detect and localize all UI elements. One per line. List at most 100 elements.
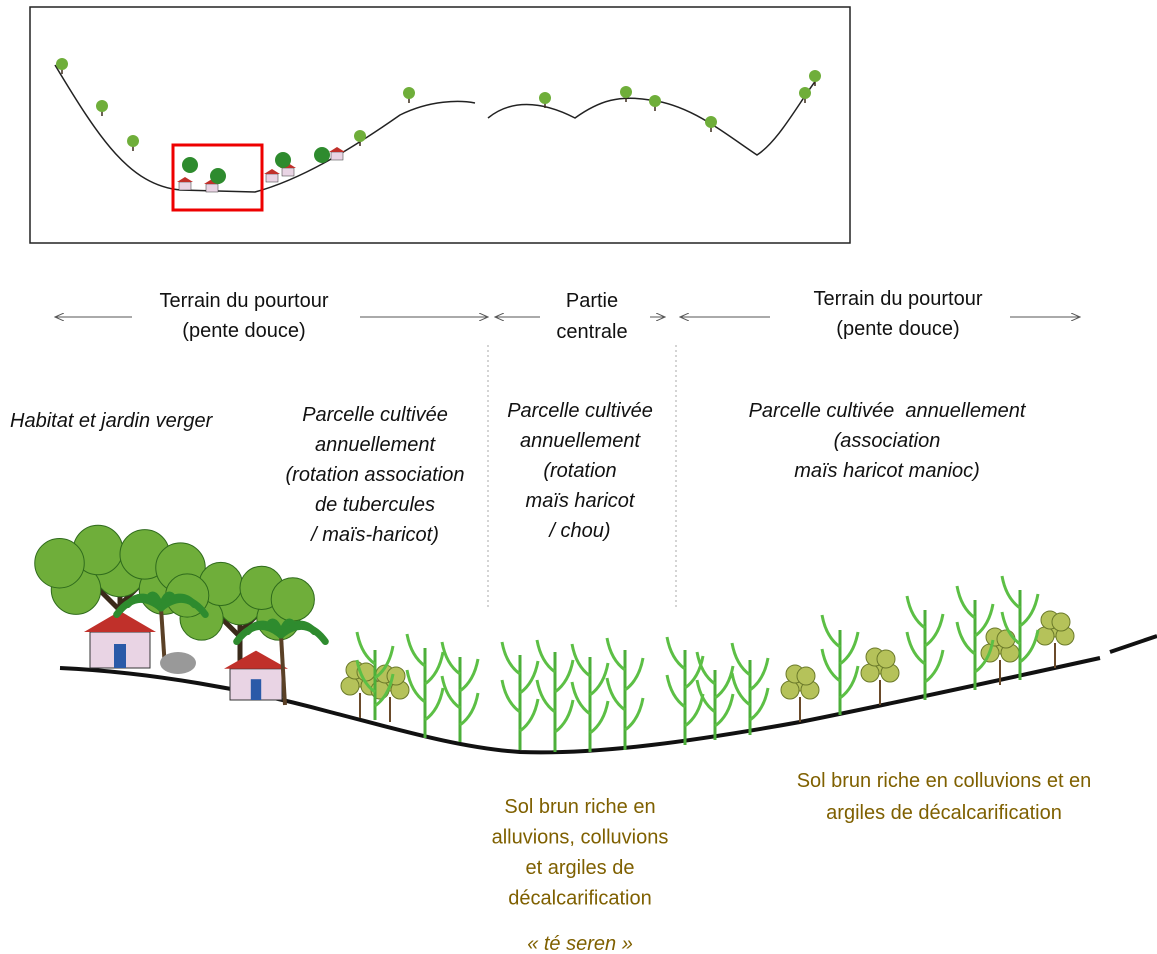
bush-leaves <box>1035 626 1055 646</box>
corn-leaf <box>405 669 426 704</box>
corn-leaf <box>374 645 395 680</box>
soil-label: décalcarification <box>508 888 651 910</box>
soil-label: argiles de décalcarification <box>826 802 1062 824</box>
land-use: / chou) <box>547 520 610 542</box>
land-use: Habitat et jardin verger <box>10 410 214 432</box>
mini-house <box>265 173 279 183</box>
door <box>250 679 262 700</box>
corn-leaf <box>820 648 841 683</box>
land-use: annuellement <box>315 434 437 456</box>
corn-leaf <box>665 636 686 671</box>
mini-tree <box>127 135 139 147</box>
zone-label: Terrain du pourtour <box>160 290 329 312</box>
mini-palm <box>210 168 226 184</box>
corn-leaf <box>355 631 376 666</box>
dividers <box>487 345 677 610</box>
mini-tree <box>620 86 632 98</box>
mini-roof <box>329 147 345 152</box>
corn-leaf <box>424 651 445 686</box>
bush-leaves <box>876 649 896 669</box>
corn-leaf <box>955 585 976 620</box>
corn-leaf <box>424 687 445 722</box>
mini-tree <box>354 130 366 142</box>
door <box>114 644 126 668</box>
tree-leaves <box>34 537 85 589</box>
land-use: Parcelle cultivée <box>507 400 653 422</box>
corn-leaf <box>695 651 716 686</box>
corn-leaf <box>820 614 841 649</box>
corn-leaf <box>500 679 521 714</box>
corn-leaf <box>924 613 945 648</box>
corn-leaf <box>554 659 575 694</box>
tree-leaves <box>270 577 315 622</box>
mini-house <box>178 181 192 191</box>
land-use: (rotation <box>543 460 616 482</box>
corn-leaf <box>749 657 770 692</box>
corn-leaf <box>749 687 770 722</box>
zone-label: Terrain du pourtour <box>814 288 983 310</box>
mini-tree <box>809 70 821 82</box>
corn-leaf <box>589 700 610 735</box>
corn-leaf <box>374 673 395 708</box>
roof <box>84 611 156 632</box>
mini-palm <box>275 152 291 168</box>
corn-leaf <box>405 633 426 668</box>
zone-label: Partie <box>566 290 618 312</box>
land-use: de tubercules <box>315 494 435 516</box>
corn-leaf <box>905 595 926 630</box>
corn-leaf <box>535 679 556 714</box>
corn-leaf <box>570 643 591 678</box>
mini-roof <box>264 169 280 174</box>
corn-leaf <box>624 657 645 692</box>
mini-house <box>205 183 219 193</box>
corn-leaf <box>535 639 556 674</box>
corn-leaf <box>955 621 976 656</box>
corn-leaf <box>684 655 705 690</box>
palm-trunk <box>279 634 287 706</box>
mini-tree <box>705 116 717 128</box>
corn-leaf <box>695 679 716 714</box>
corn-leaf <box>355 659 376 694</box>
corn-leaf <box>665 674 686 709</box>
land-use: annuellement <box>520 430 642 452</box>
pig <box>160 652 196 674</box>
corn-leaf <box>605 637 626 672</box>
zone-label: (pente douce) <box>182 320 305 342</box>
bush-leaves <box>1051 612 1071 632</box>
corn-leaf <box>554 699 575 734</box>
zone-label: centrale <box>556 321 627 343</box>
land-use: maïs haricot <box>526 490 636 512</box>
bush-leaves <box>780 680 800 700</box>
bush-leaves <box>796 666 816 686</box>
mini-tree <box>649 95 661 107</box>
corn-leaf <box>839 665 860 700</box>
landscape <box>34 524 1157 755</box>
land-use: (rotation association <box>286 464 465 486</box>
corn-leaf <box>1019 593 1040 628</box>
corn-leaf <box>624 697 645 732</box>
corn-leaf <box>924 649 945 684</box>
soil-label: et argiles de <box>526 857 635 879</box>
mini-roof <box>177 177 193 182</box>
corn-leaf <box>459 692 480 727</box>
mini-house <box>281 167 295 177</box>
corn-leaf <box>974 639 995 674</box>
soil-label: Sol brun riche en <box>504 796 655 818</box>
palm-frond <box>277 623 329 646</box>
local-soil-name: « té seren » <box>527 933 633 954</box>
corn-leaf <box>519 660 540 695</box>
bush-leaves <box>860 663 880 683</box>
corn-leaf <box>1000 611 1021 646</box>
corn-leaf <box>440 641 461 676</box>
bush-leaves <box>340 676 360 696</box>
land-use: / maïs-haricot) <box>309 524 439 546</box>
mini-tree <box>799 87 811 99</box>
corn-leaf <box>570 681 591 716</box>
land-use: (association <box>834 430 941 452</box>
corn-leaf <box>714 665 735 700</box>
corn-leaf <box>684 693 705 728</box>
corn-leaf <box>1019 629 1040 664</box>
corn-leaf <box>839 631 860 666</box>
mini-tree <box>96 100 108 112</box>
mini-tree <box>403 87 415 99</box>
